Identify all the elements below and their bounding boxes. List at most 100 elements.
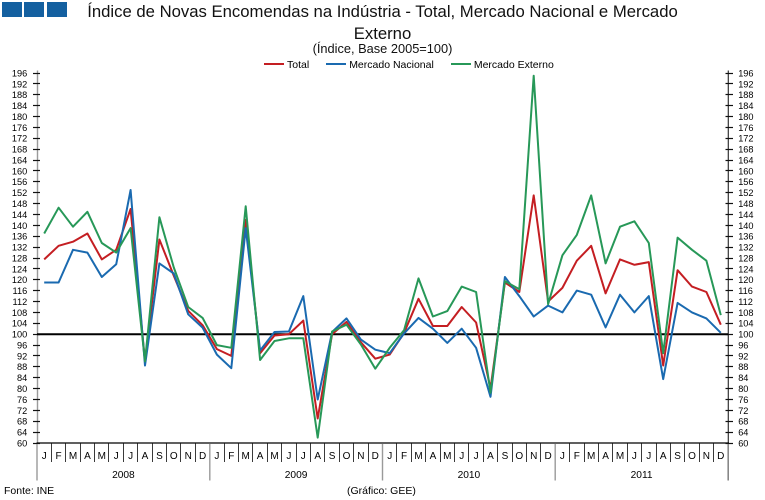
svg-text:A: A <box>257 451 264 462</box>
svg-text:A: A <box>142 451 149 462</box>
svg-text:2009: 2009 <box>285 470 308 481</box>
svg-text:64: 64 <box>17 428 27 438</box>
svg-text:J: J <box>286 451 291 462</box>
svg-text:N: N <box>530 451 537 462</box>
svg-text:O: O <box>515 451 523 462</box>
svg-text:152: 152 <box>738 188 753 198</box>
svg-text:172: 172 <box>738 134 753 144</box>
svg-text:112: 112 <box>738 297 753 307</box>
svg-text:188: 188 <box>738 90 753 100</box>
svg-text:184: 184 <box>738 101 753 111</box>
svg-text:J: J <box>632 451 637 462</box>
svg-text:72: 72 <box>17 406 27 416</box>
svg-text:S: S <box>329 451 336 462</box>
svg-text:64: 64 <box>738 428 748 438</box>
svg-text:J: J <box>42 451 47 462</box>
svg-text:F: F <box>56 451 62 462</box>
svg-text:140: 140 <box>12 221 27 231</box>
svg-text:148: 148 <box>12 199 27 209</box>
svg-text:M: M <box>270 451 278 462</box>
svg-text:A: A <box>314 451 321 462</box>
svg-text:116: 116 <box>738 286 753 296</box>
svg-text:O: O <box>343 451 351 462</box>
svg-text:132: 132 <box>738 243 753 253</box>
svg-text:A: A <box>487 451 494 462</box>
svg-text:60: 60 <box>738 438 748 448</box>
svg-text:A: A <box>602 451 609 462</box>
svg-text:92: 92 <box>17 351 27 361</box>
svg-text:104: 104 <box>12 319 27 329</box>
svg-text:N: N <box>185 451 192 462</box>
svg-text:120: 120 <box>738 275 753 285</box>
svg-text:96: 96 <box>17 341 27 351</box>
svg-text:92: 92 <box>738 351 748 361</box>
svg-text:184: 184 <box>12 101 27 111</box>
svg-text:168: 168 <box>738 145 753 155</box>
svg-text:J: J <box>387 451 392 462</box>
svg-text:72: 72 <box>738 406 748 416</box>
svg-text:176: 176 <box>738 123 753 133</box>
svg-text:164: 164 <box>12 156 27 166</box>
svg-text:124: 124 <box>738 264 753 274</box>
svg-text:180: 180 <box>12 112 27 122</box>
svg-text:J: J <box>301 451 306 462</box>
svg-text:80: 80 <box>17 384 27 394</box>
svg-text:156: 156 <box>738 177 753 187</box>
svg-text:O: O <box>170 451 178 462</box>
svg-text:136: 136 <box>738 232 753 242</box>
svg-text:76: 76 <box>17 395 27 405</box>
svg-text:D: D <box>372 451 379 462</box>
svg-text:A: A <box>660 451 667 462</box>
svg-text:144: 144 <box>738 210 753 220</box>
svg-text:192: 192 <box>12 79 27 89</box>
svg-text:120: 120 <box>12 275 27 285</box>
svg-text:2010: 2010 <box>458 470 481 481</box>
svg-text:F: F <box>228 451 234 462</box>
svg-text:J: J <box>114 451 119 462</box>
svg-text:88: 88 <box>738 362 748 372</box>
svg-text:J: J <box>560 451 565 462</box>
svg-text:D: D <box>544 451 551 462</box>
svg-text:156: 156 <box>12 177 27 187</box>
svg-text:M: M <box>98 451 106 462</box>
svg-text:M: M <box>616 451 624 462</box>
svg-text:100: 100 <box>738 330 753 340</box>
svg-text:176: 176 <box>12 123 27 133</box>
svg-text:N: N <box>357 451 364 462</box>
svg-text:128: 128 <box>12 253 27 263</box>
svg-text:A: A <box>84 451 91 462</box>
svg-text:128: 128 <box>738 253 753 263</box>
svg-text:2008: 2008 <box>112 470 135 481</box>
svg-text:88: 88 <box>17 362 27 372</box>
svg-text:S: S <box>674 451 681 462</box>
svg-text:M: M <box>587 451 595 462</box>
svg-text:132: 132 <box>12 243 27 253</box>
svg-text:144: 144 <box>12 210 27 220</box>
svg-text:D: D <box>199 451 206 462</box>
svg-text:N: N <box>703 451 710 462</box>
svg-text:J: J <box>474 451 479 462</box>
svg-text:188: 188 <box>12 90 27 100</box>
svg-text:116: 116 <box>13 286 28 296</box>
svg-text:180: 180 <box>738 112 753 122</box>
svg-text:76: 76 <box>738 395 748 405</box>
svg-text:M: M <box>242 451 250 462</box>
svg-text:A: A <box>430 451 437 462</box>
svg-text:68: 68 <box>738 417 748 427</box>
svg-text:136: 136 <box>12 232 27 242</box>
svg-text:60: 60 <box>17 438 27 448</box>
svg-text:68: 68 <box>17 417 27 427</box>
svg-text:160: 160 <box>738 166 753 176</box>
svg-text:84: 84 <box>17 373 27 383</box>
svg-text:192: 192 <box>738 79 753 89</box>
svg-text:152: 152 <box>12 188 27 198</box>
svg-text:O: O <box>688 451 696 462</box>
svg-text:S: S <box>156 451 163 462</box>
svg-text:108: 108 <box>12 308 27 318</box>
svg-text:J: J <box>459 451 464 462</box>
svg-text:164: 164 <box>738 156 753 166</box>
svg-text:172: 172 <box>12 134 27 144</box>
svg-text:F: F <box>401 451 407 462</box>
svg-text:2011: 2011 <box>631 470 653 481</box>
svg-text:S: S <box>502 451 509 462</box>
